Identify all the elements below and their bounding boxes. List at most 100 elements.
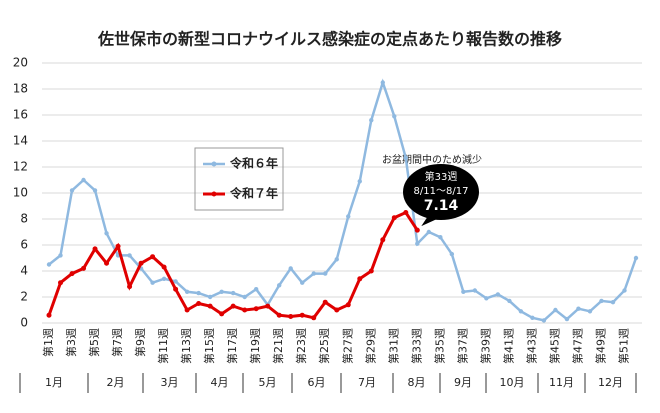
point — [334, 257, 339, 262]
y-tick-label: 4 — [20, 264, 28, 278]
point — [58, 280, 64, 286]
x-tick-label: 第45週 — [547, 328, 561, 364]
legend-label: 令和６年 — [229, 156, 278, 171]
x-tick-label: 第15週 — [202, 328, 216, 364]
point — [599, 298, 604, 304]
point — [253, 287, 259, 292]
point — [507, 298, 512, 304]
point — [276, 312, 282, 318]
point — [242, 307, 248, 313]
point — [403, 210, 409, 215]
point — [161, 276, 167, 281]
callout-text: 8/11～8/17 — [414, 186, 469, 197]
point — [357, 179, 362, 184]
point — [46, 312, 52, 318]
month-label: 8月 — [408, 376, 426, 389]
point — [357, 276, 363, 282]
point — [219, 311, 225, 317]
point — [426, 229, 432, 235]
point — [81, 265, 87, 271]
point — [161, 264, 167, 270]
y-tick-label: 6 — [20, 238, 28, 252]
callout — [403, 164, 479, 220]
point — [553, 307, 558, 313]
legend-box — [194, 147, 284, 211]
point — [173, 279, 178, 284]
x-tick-label: 第47週 — [570, 328, 584, 364]
legend-marker — [211, 191, 217, 197]
x-tick-label: 第51週 — [616, 328, 630, 364]
y-tick-label: 0 — [20, 316, 28, 330]
point — [484, 296, 489, 301]
point — [311, 271, 316, 276]
point — [104, 231, 109, 236]
x-tick-label: 第29週 — [363, 328, 377, 364]
x-tick-label: 第1週 — [41, 328, 55, 357]
y-tick-label: 2 — [20, 290, 28, 304]
y-tick-label: 8 — [20, 212, 28, 226]
point — [564, 316, 570, 322]
point — [288, 314, 294, 319]
point — [230, 303, 236, 309]
y-tick-label: 12 — [13, 160, 28, 174]
point — [138, 260, 144, 266]
x-tick-label: 第11週 — [156, 328, 170, 364]
x-tick-label: 第33週 — [409, 328, 423, 364]
x-tick-label: 第5週 — [87, 328, 101, 357]
point — [92, 246, 98, 252]
y-tick-label: 16 — [13, 108, 28, 122]
point — [69, 271, 75, 277]
point — [380, 237, 386, 243]
legend-label: 令和７年 — [229, 186, 278, 201]
x-tick-label: 第23週 — [294, 328, 308, 364]
point — [530, 315, 535, 320]
month-label: 10月 — [500, 376, 525, 389]
point — [127, 253, 132, 258]
point — [633, 255, 639, 261]
point — [58, 253, 63, 258]
month-label: 4月 — [211, 376, 229, 389]
month-label: 11月 — [549, 376, 574, 389]
point — [69, 188, 75, 193]
point — [576, 306, 581, 311]
point — [242, 294, 247, 300]
point — [345, 302, 351, 308]
point — [461, 289, 466, 294]
x-tick-label: 第31週 — [386, 328, 400, 364]
point — [438, 235, 443, 240]
point — [230, 290, 236, 296]
point — [173, 286, 179, 292]
x-tick-label: 第17週 — [225, 328, 239, 364]
point — [495, 292, 501, 297]
chart-title: 佐世保市の新型コロナウイルス感染症の定点あたり報告数の推移 — [97, 30, 562, 49]
point — [380, 80, 385, 85]
x-tick-label: 第25週 — [317, 328, 331, 364]
point — [391, 215, 397, 221]
point — [196, 290, 201, 296]
point — [587, 309, 593, 314]
month-label: 3月 — [161, 376, 179, 389]
point — [300, 280, 305, 285]
point — [368, 268, 374, 274]
month-label: 7月 — [358, 376, 376, 389]
point — [299, 312, 305, 318]
point — [184, 289, 190, 294]
point — [392, 114, 397, 119]
point — [449, 251, 455, 257]
point — [369, 118, 374, 123]
point — [196, 301, 202, 306]
point — [265, 303, 271, 309]
point — [622, 288, 627, 293]
month-label: 9月 — [454, 376, 472, 389]
x-tick-label: 第27週 — [340, 328, 354, 364]
point — [541, 318, 547, 323]
x-tick-label: 第49週 — [593, 328, 607, 364]
point — [150, 280, 155, 285]
point — [322, 299, 328, 305]
point — [288, 266, 293, 271]
y-tick-label: 10 — [13, 186, 28, 200]
y-tick-label: 18 — [13, 82, 28, 96]
legend-marker — [211, 161, 217, 167]
point — [92, 188, 98, 193]
